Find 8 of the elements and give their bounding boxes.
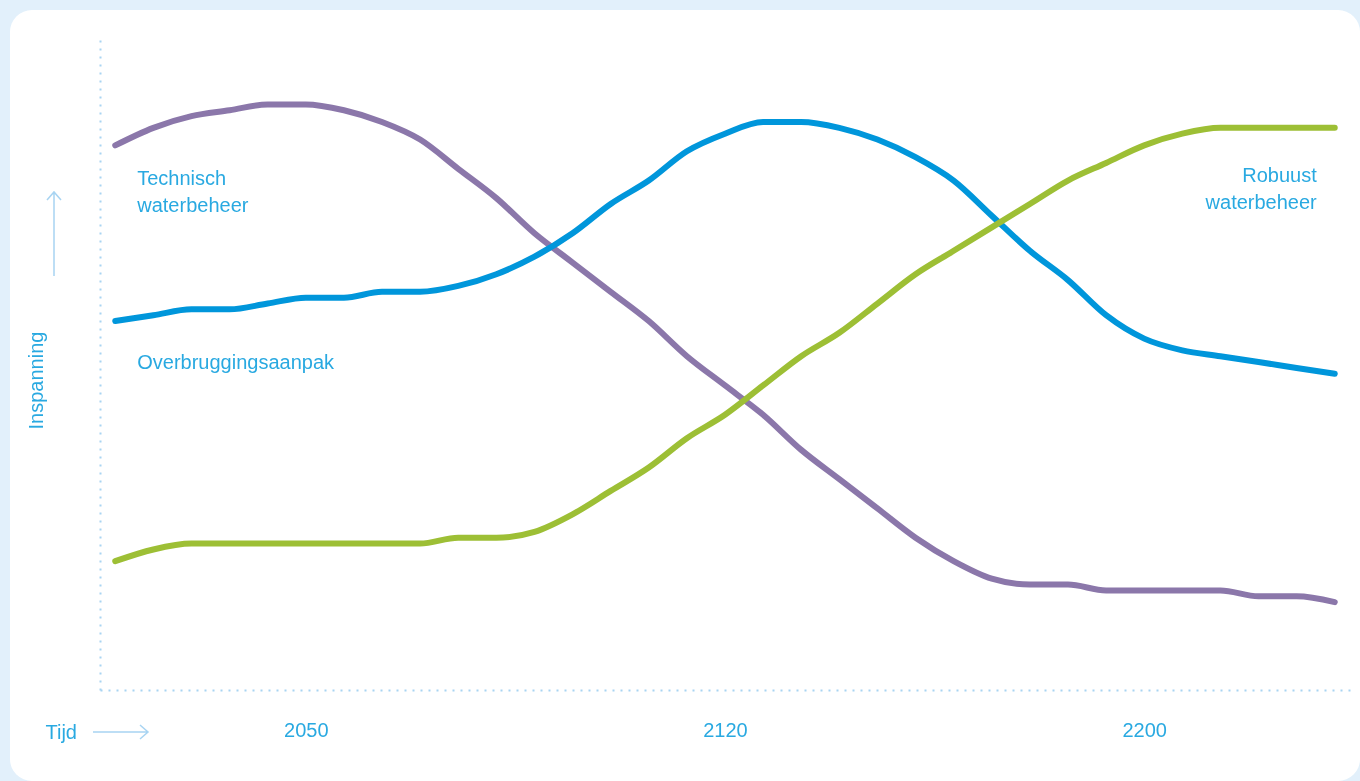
x-tick-label: 2200 <box>1122 718 1167 741</box>
x-tick-label: 2120 <box>703 718 748 741</box>
x-tick-label: 2050 <box>284 718 329 741</box>
series-label: Technisch waterbeheer <box>136 167 249 217</box>
series-label: Overbruggingsaanpak <box>137 351 336 374</box>
series-label: Robuust waterbeheer <box>1204 163 1318 213</box>
x-axis-title: Tijd <box>45 720 77 743</box>
y-axis-title: Inspanning <box>24 331 47 430</box>
